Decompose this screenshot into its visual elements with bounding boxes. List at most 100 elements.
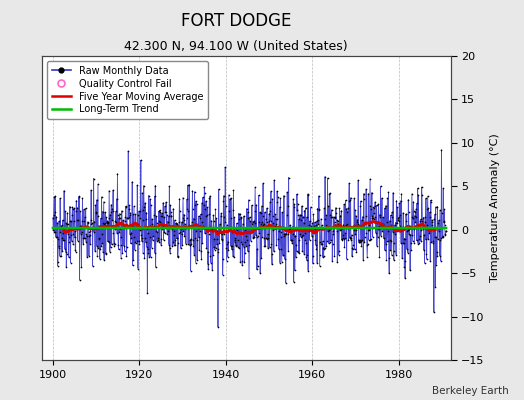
Point [95, 256, 104, 262]
Point [241, 250, 249, 256]
Point [400, 235, 408, 242]
Point [107, 202, 115, 208]
Point [134, 221, 143, 228]
Point [150, 212, 158, 218]
Point [392, 198, 400, 204]
Point [59, 230, 68, 237]
Point [236, 215, 245, 221]
Point [204, 266, 212, 272]
Point [307, 204, 315, 210]
Point [148, 221, 157, 227]
Point [238, 258, 247, 264]
Point [425, 209, 434, 215]
Point [141, 200, 149, 206]
Point [362, 230, 370, 236]
Point [177, 245, 185, 252]
Point [77, 223, 85, 229]
Point [426, 258, 434, 264]
Point [113, 230, 121, 236]
Point [230, 253, 238, 260]
Point [322, 243, 330, 250]
Point [172, 220, 180, 227]
Point [253, 234, 261, 240]
Point [172, 220, 180, 226]
Point [219, 198, 227, 204]
Point [108, 216, 116, 223]
Point [389, 190, 397, 196]
Point [288, 224, 297, 230]
Point [155, 208, 163, 214]
Point [221, 203, 230, 210]
Point [189, 243, 198, 250]
Point [252, 202, 260, 208]
Point [407, 246, 416, 253]
Point [111, 241, 119, 248]
Point [95, 235, 104, 241]
Point [228, 253, 237, 260]
Point [289, 196, 298, 202]
Point [332, 209, 341, 216]
Point [279, 252, 288, 258]
Point [394, 220, 402, 226]
Point [275, 224, 283, 231]
Point [67, 260, 75, 266]
Point [54, 245, 63, 251]
Point [160, 214, 168, 220]
Point [122, 204, 130, 210]
Point [338, 224, 346, 230]
Point [429, 240, 438, 246]
Point [342, 222, 350, 228]
Point [249, 234, 257, 240]
Point [360, 238, 368, 245]
Point [261, 224, 270, 230]
Point [215, 221, 224, 228]
Point [257, 210, 265, 216]
Point [362, 213, 370, 220]
Point [94, 236, 103, 242]
Point [395, 200, 403, 206]
Point [139, 182, 148, 189]
Point [379, 235, 388, 242]
Point [293, 191, 301, 197]
Point [146, 254, 155, 260]
Point [187, 240, 195, 247]
Point [121, 248, 129, 254]
Point [91, 202, 100, 208]
Point [403, 228, 411, 234]
Point [297, 212, 305, 218]
Point [383, 238, 391, 244]
Point [425, 214, 434, 220]
Point [362, 186, 370, 192]
Point [368, 234, 377, 240]
Point [104, 238, 112, 245]
Point [202, 212, 210, 219]
Point [236, 259, 245, 265]
Point [397, 240, 405, 246]
Point [139, 206, 148, 213]
Point [79, 234, 88, 241]
Point [250, 234, 258, 240]
Point [278, 224, 287, 231]
Point [311, 237, 320, 243]
Point [248, 202, 256, 209]
Point [195, 213, 203, 219]
Point [339, 222, 347, 228]
Point [186, 237, 194, 244]
Point [183, 182, 192, 188]
Point [130, 203, 138, 210]
Point [298, 203, 306, 209]
Point [196, 223, 204, 229]
Point [358, 237, 366, 244]
Y-axis label: Temperature Anomaly (°C): Temperature Anomaly (°C) [490, 134, 500, 282]
Point [283, 203, 292, 210]
Point [70, 234, 79, 240]
Point [97, 194, 106, 200]
Point [136, 215, 144, 221]
Point [272, 221, 280, 228]
Point [322, 212, 331, 218]
Point [258, 234, 267, 240]
Point [328, 257, 336, 264]
Point [155, 218, 163, 224]
Point [198, 200, 206, 206]
Point [299, 214, 307, 220]
